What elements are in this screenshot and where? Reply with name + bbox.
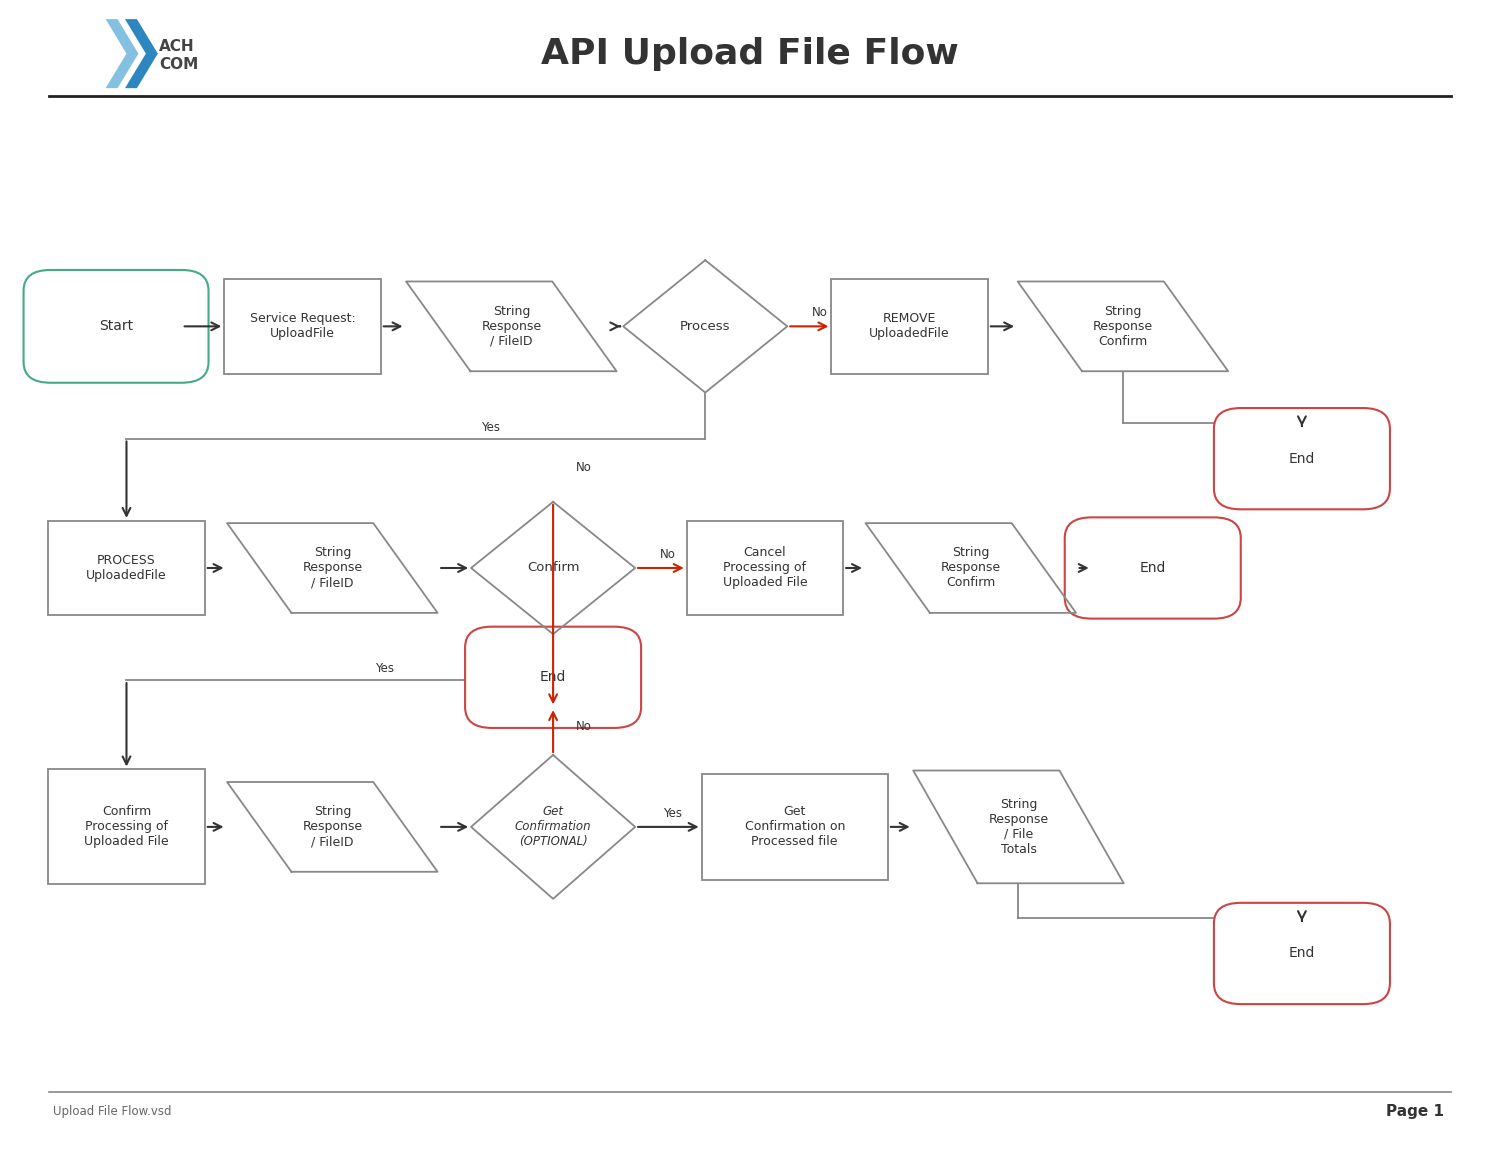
- Text: Get
Confirmation on
Processed file: Get Confirmation on Processed file: [744, 806, 844, 848]
- Text: No: No: [812, 306, 828, 319]
- Polygon shape: [1017, 282, 1228, 371]
- FancyBboxPatch shape: [48, 520, 206, 615]
- Text: Confirm: Confirm: [526, 561, 579, 575]
- Polygon shape: [124, 20, 158, 88]
- FancyBboxPatch shape: [831, 279, 989, 373]
- FancyBboxPatch shape: [1065, 517, 1240, 619]
- FancyBboxPatch shape: [1214, 903, 1390, 1004]
- Text: No: No: [576, 461, 591, 474]
- Text: End: End: [1288, 947, 1316, 961]
- Polygon shape: [105, 20, 138, 88]
- FancyBboxPatch shape: [24, 270, 209, 382]
- FancyBboxPatch shape: [702, 774, 888, 880]
- Text: Cancel
Processing of
Uploaded File: Cancel Processing of Uploaded File: [723, 547, 807, 590]
- Text: String
Response
Confirm: String Response Confirm: [1094, 305, 1154, 348]
- Text: Service Request:
UploadFile: Service Request: UploadFile: [249, 313, 356, 341]
- Text: Get
Confirmation
(OPTIONAL): Get Confirmation (OPTIONAL): [514, 806, 591, 848]
- Polygon shape: [226, 523, 438, 613]
- FancyBboxPatch shape: [687, 520, 843, 615]
- Text: No: No: [576, 720, 591, 732]
- Text: String
Response
/ FileID: String Response / FileID: [303, 806, 363, 848]
- Text: Page 1: Page 1: [1386, 1103, 1443, 1118]
- Text: End: End: [540, 670, 567, 684]
- Text: End: End: [1140, 561, 1166, 575]
- Text: API Upload File Flow: API Upload File Flow: [542, 37, 958, 71]
- Text: REMOVE
UploadedFile: REMOVE UploadedFile: [870, 313, 950, 341]
- Polygon shape: [471, 502, 634, 634]
- Polygon shape: [406, 282, 616, 371]
- Polygon shape: [471, 755, 634, 899]
- Text: Yes: Yes: [375, 662, 394, 676]
- Polygon shape: [622, 260, 788, 393]
- FancyBboxPatch shape: [1214, 408, 1390, 509]
- Polygon shape: [226, 782, 438, 872]
- Polygon shape: [865, 523, 1076, 613]
- Text: PROCESS
UploadedFile: PROCESS UploadedFile: [86, 554, 166, 582]
- Text: End: End: [1288, 452, 1316, 466]
- Text: ACH: ACH: [159, 39, 195, 54]
- Polygon shape: [914, 771, 1124, 883]
- Text: Upload File Flow.vsd: Upload File Flow.vsd: [54, 1105, 173, 1117]
- Text: String
Response
/ FileID: String Response / FileID: [303, 547, 363, 590]
- Text: String
Response
Confirm: String Response Confirm: [940, 547, 1000, 590]
- Text: COM: COM: [159, 57, 198, 72]
- Text: Yes: Yes: [663, 807, 682, 819]
- Text: String
Response
/ File
Totals: String Response / File Totals: [988, 797, 1048, 855]
- Text: Confirm
Processing of
Uploaded File: Confirm Processing of Uploaded File: [84, 806, 170, 848]
- Text: Process: Process: [680, 320, 730, 333]
- Text: Start: Start: [99, 320, 134, 334]
- Text: String
Response
/ FileID: String Response / FileID: [482, 305, 542, 348]
- Text: No: No: [660, 548, 676, 561]
- FancyBboxPatch shape: [48, 770, 206, 884]
- FancyBboxPatch shape: [224, 279, 381, 373]
- FancyBboxPatch shape: [465, 627, 640, 728]
- Text: Yes: Yes: [482, 421, 500, 433]
